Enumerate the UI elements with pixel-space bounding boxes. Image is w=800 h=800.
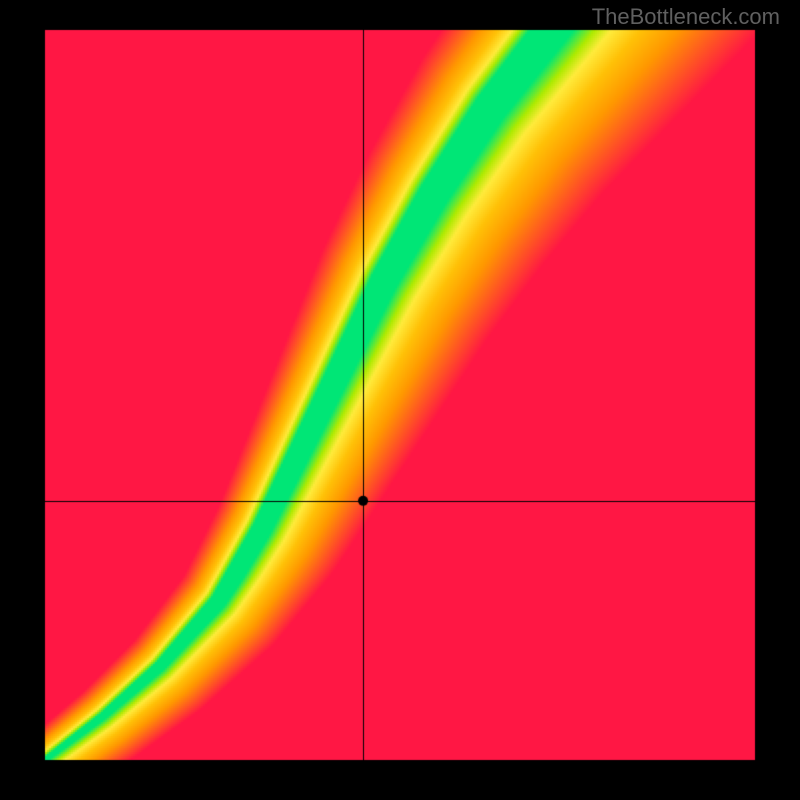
watermark-text: TheBottleneck.com xyxy=(592,4,780,30)
chart-container: TheBottleneck.com xyxy=(0,0,800,800)
bottleneck-heatmap xyxy=(0,0,800,800)
